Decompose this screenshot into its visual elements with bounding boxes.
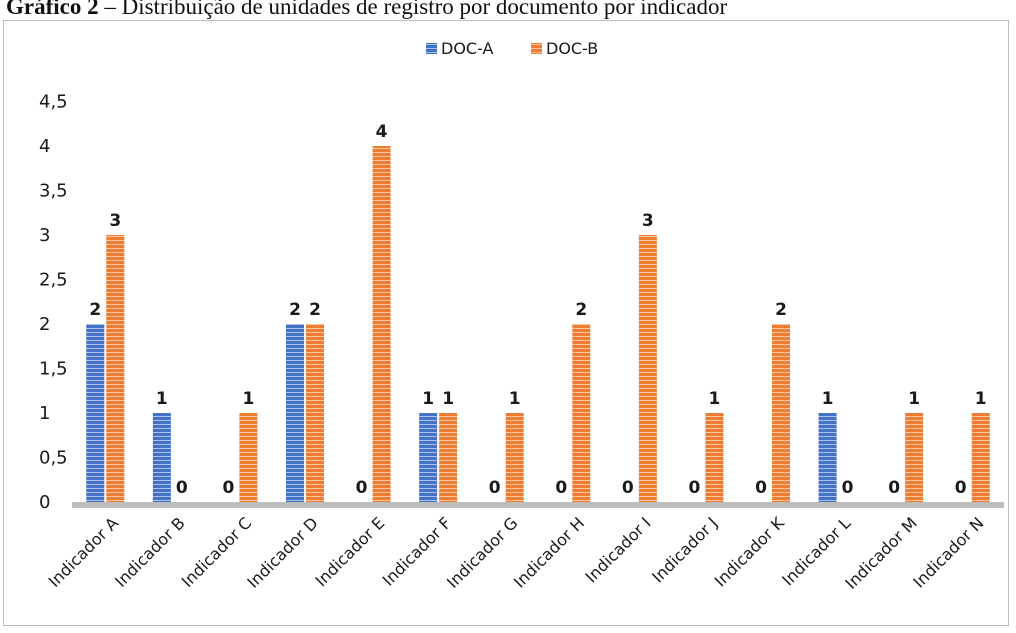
bar-doc-b-indicador-g: [505, 413, 524, 502]
data-label-doc-b-indicador-k: 2: [775, 300, 787, 320]
y-tick-label: 2: [39, 314, 50, 335]
y-tick-label: 1: [39, 403, 50, 424]
data-label-doc-b-indicador-a: 3: [109, 211, 121, 231]
y-tick-label: 2,5: [39, 270, 68, 291]
x-tick-label-indicador-d: Indicador D: [243, 513, 321, 591]
bar-doc-a-indicador-f: [419, 413, 438, 502]
bar-doc-b-indicador-c: [239, 413, 258, 502]
bar-series: [86, 146, 990, 502]
data-label-doc-b-indicador-d: 2: [309, 300, 321, 320]
bar-doc-a-indicador-d: [286, 324, 304, 502]
bar-doc-b-indicador-h: [572, 324, 591, 502]
bar-doc-b-indicador-f: [439, 413, 458, 502]
bar-doc-a-indicador-l: [818, 413, 837, 502]
x-tick-label-indicador-h: Indicador H: [510, 513, 588, 591]
data-label-doc-a-indicador-f: 1: [422, 389, 434, 409]
bar-doc-b-indicador-e: [372, 146, 391, 502]
bar-doc-b-indicador-i: [638, 235, 657, 502]
data-label-doc-a-indicador-k: 0: [755, 478, 767, 498]
data-label-doc-b-indicador-e: 4: [376, 122, 388, 142]
data-label-doc-a-indicador-h: 0: [555, 478, 567, 498]
legend-swatch-doc-b: [531, 43, 542, 54]
data-label-doc-a-indicador-j: 0: [689, 478, 701, 498]
bar-doc-b-indicador-j: [705, 413, 724, 502]
chart-legend: DOC-A DOC-B: [426, 39, 598, 58]
data-label-doc-a-indicador-a: 2: [89, 300, 101, 320]
y-tick-label: 0,5: [39, 448, 68, 469]
caption-label: Gráfico 2: [6, 0, 99, 19]
legend-label-doc-b: DOC-B: [546, 39, 598, 58]
y-tick-label: 3: [39, 225, 50, 246]
data-label-doc-a-indicador-b: 1: [156, 389, 168, 409]
data-label-doc-b-indicador-b: 0: [176, 478, 188, 498]
data-label-doc-b-indicador-m: 1: [908, 389, 920, 409]
data-label-doc-b-indicador-l: 0: [842, 478, 854, 498]
data-label-doc-b-indicador-g: 1: [509, 389, 521, 409]
x-tick-label-indicador-a: Indicador A: [45, 513, 123, 591]
legend-label-doc-a: DOC-A: [441, 39, 494, 58]
y-tick-label: 4,5: [39, 92, 68, 113]
x-tick-label-indicador-m: Indicador M: [841, 513, 921, 593]
data-label-doc-b-indicador-h: 2: [575, 300, 587, 320]
bar-doc-b-indicador-n: [971, 413, 990, 502]
y-tick-label: 1,5: [39, 359, 68, 380]
y-axis: 0 0,5 1 1,5 2 2,5 3 3,5 4 4,5: [39, 92, 68, 514]
y-tick-label: 4: [39, 136, 50, 157]
bar-doc-b-indicador-a: [106, 235, 125, 502]
data-label-doc-a-indicador-g: 0: [489, 478, 501, 498]
data-label-doc-a-indicador-c: 0: [223, 478, 235, 498]
data-label-doc-a-indicador-l: 1: [822, 389, 834, 409]
bar-doc-b-indicador-m: [905, 413, 924, 502]
bar-doc-b-indicador-k: [772, 324, 790, 502]
data-label-doc-a-indicador-n: 0: [955, 478, 967, 498]
data-label-doc-a-indicador-d: 2: [289, 300, 301, 320]
x-tick-label-indicador-e: Indicador E: [311, 513, 388, 590]
x-tick-label-indicador-i: Indicador I: [582, 513, 655, 586]
bar-doc-a-indicador-b: [152, 413, 171, 502]
x-tick-label-indicador-n: Indicador N: [909, 513, 987, 591]
bar-doc-b-indicador-d: [306, 324, 324, 502]
data-label-doc-b-indicador-n: 1: [975, 389, 987, 409]
chart-caption: Gráfico 2 – Distribuição de unidades de …: [0, 0, 1016, 20]
x-tick-label-indicador-b: Indicador B: [111, 513, 189, 591]
y-tick-label: 0: [39, 492, 50, 513]
data-label-doc-b-indicador-j: 1: [709, 389, 721, 409]
x-tick-label-indicador-j: Indicador J: [648, 513, 721, 586]
data-label-doc-a-indicador-e: 0: [356, 478, 368, 498]
x-tick-label-indicador-g: Indicador G: [443, 513, 522, 592]
y-tick-label: 3,5: [39, 181, 68, 202]
x-tick-label-indicador-k: Indicador K: [711, 513, 789, 591]
data-label-doc-a-indicador-m: 0: [888, 478, 900, 498]
data-label-doc-b-indicador-i: 3: [642, 211, 654, 231]
data-label-doc-b-indicador-f: 1: [442, 389, 454, 409]
legend-swatch-doc-a: [426, 43, 437, 54]
data-label-doc-b-indicador-c: 1: [243, 389, 255, 409]
caption-text: – Distribuição de unidades de registro p…: [98, 0, 728, 19]
data-label-doc-a-indicador-i: 0: [622, 478, 634, 498]
bar-doc-a-indicador-a: [86, 324, 105, 502]
